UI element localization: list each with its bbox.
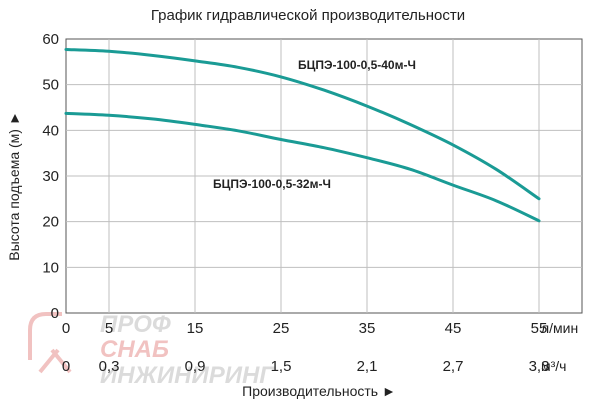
x-tick-label-m3h: 3,3 — [529, 358, 550, 375]
x-tick-label-m3h: 0,9 — [185, 358, 206, 375]
x-tick-label-lmin: 45 — [445, 320, 462, 337]
x-unit-m3h: м³/ч — [541, 358, 566, 374]
y-tick-labels: 0 10 20 30 40 50 60 — [42, 31, 59, 322]
x-tick-labels: 0 5 15 25 35 45 55 0 0,3 0,9 1,5 2,1 2,7 3,3 — [62, 320, 550, 375]
series-line-32m — [64, 111, 541, 223]
series-layer — [64, 48, 541, 223]
series-label-40m: БЦПЭ-100-0,5-40м-Ч — [298, 58, 416, 72]
y-axis-label: Высота подъема (м) ► — [6, 111, 22, 260]
x-tick-label-lmin: 15 — [187, 320, 204, 337]
watermark-line3: ИНЖИНИРИНГ — [100, 362, 275, 389]
y-tick-label: 0 — [51, 305, 59, 322]
x-axis-label: Производительность ► — [242, 383, 396, 399]
y-tick-label: 10 — [42, 259, 59, 276]
x-tick-label-lmin: 25 — [273, 320, 290, 337]
x-tick-label-lmin: 0 — [62, 320, 70, 337]
y-tick-label: 60 — [42, 31, 59, 48]
x-tick-label-m3h: 0,3 — [99, 358, 120, 375]
x-tick-label-lmin: 55 — [531, 320, 548, 337]
x-tick-label-lmin: 35 — [359, 320, 376, 337]
watermark-line1: ПРОФ — [100, 311, 171, 338]
x-unit-lmin: л/мин — [541, 320, 578, 336]
x-tick-label-m3h: 2,7 — [443, 358, 464, 375]
x-tick-label-m3h: 1,5 — [271, 358, 292, 375]
y-tick-label: 30 — [42, 168, 59, 185]
x-tick-label-lmin: 5 — [105, 320, 113, 337]
grid-layer — [65, 38, 583, 314]
x-tick-label-m3h: 0 — [62, 358, 70, 375]
watermark-emblem — [28, 312, 72, 374]
y-tick-label: 40 — [42, 122, 59, 139]
chart-title: График гидравлической производительности — [151, 7, 465, 24]
y-tick-label: 20 — [42, 214, 59, 231]
watermark-logo: ПРОФ СНАБ ИНЖИНИРИНГ — [28, 311, 275, 389]
x-tick-label-m3h: 2,1 — [357, 358, 378, 375]
watermark-line2: СНАБ — [100, 336, 169, 363]
series-label-32m: БЦПЭ-100-0,5-32м-Ч — [213, 177, 331, 191]
series-line-40m — [64, 48, 541, 201]
y-tick-label: 50 — [42, 77, 59, 94]
